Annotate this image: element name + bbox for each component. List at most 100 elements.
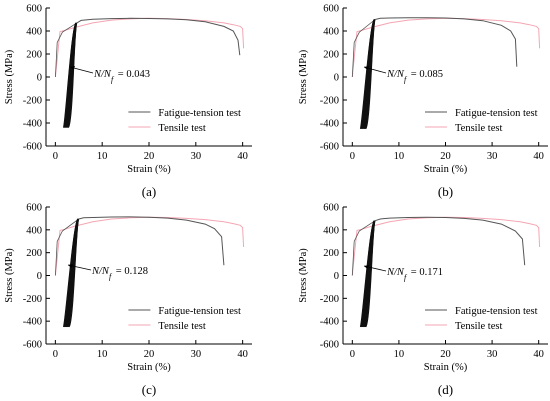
legend-label: Tensile test bbox=[158, 321, 205, 332]
x-tick-label: 30 bbox=[487, 349, 498, 360]
hysteresis-loop bbox=[365, 220, 376, 328]
legend-label: Tensile test bbox=[455, 321, 502, 332]
annotation-subscript: f bbox=[111, 75, 115, 84]
fatigue-loading-ramp bbox=[351, 19, 376, 78]
y-tick-label: -200 bbox=[23, 96, 42, 107]
y-tick-label: -600 bbox=[23, 340, 42, 351]
y-tick-label: 0 bbox=[37, 271, 42, 282]
y-tick-label: 200 bbox=[26, 50, 42, 61]
y-tick-label: -600 bbox=[320, 142, 339, 153]
legend-label: Tensile test bbox=[158, 123, 205, 134]
fatigue-tension-curve bbox=[76, 17, 241, 56]
x-tick-label: 10 bbox=[97, 349, 108, 360]
x-tick-label: 10 bbox=[394, 151, 405, 162]
annotation-subscript: f bbox=[404, 75, 408, 84]
x-tick-label: 10 bbox=[97, 151, 108, 162]
series-line-fatigue-tension-test bbox=[55, 17, 241, 128]
series-line-fatigue-tension-test bbox=[351, 216, 526, 328]
fatigue-tension-curve bbox=[374, 17, 518, 67]
x-tick-label: 20 bbox=[144, 151, 155, 162]
x-tick-label: 30 bbox=[191, 349, 202, 360]
annotation-label: N/Nf = 0.171 bbox=[386, 267, 443, 282]
series-line-fatigue-tension-test bbox=[351, 17, 518, 129]
annotation-value: = 0.128 bbox=[113, 266, 148, 277]
x-tick-label: 40 bbox=[237, 151, 248, 162]
x-tick-label: 20 bbox=[440, 349, 451, 360]
panel-label: (d) bbox=[438, 382, 453, 397]
y-tick-label: -200 bbox=[23, 294, 42, 305]
annotation-arrowhead bbox=[364, 66, 369, 70]
y-tick-label: 400 bbox=[26, 27, 42, 38]
y-tick-label: 200 bbox=[323, 50, 339, 61]
x-tick-label: 0 bbox=[350, 349, 355, 360]
x-tick-label: 40 bbox=[533, 349, 544, 360]
fatigue-tension-curve bbox=[78, 216, 225, 266]
annotation-arrowhead bbox=[70, 66, 75, 70]
annotation-value: = 0.085 bbox=[408, 69, 443, 80]
panel-label: (c) bbox=[142, 382, 156, 397]
x-tick-label: 20 bbox=[440, 151, 451, 162]
legend-label: Fatigue-tension test bbox=[455, 108, 538, 119]
y-tick-label: 0 bbox=[334, 73, 339, 84]
y-tick-label: -400 bbox=[320, 119, 339, 130]
annotation-arrowhead bbox=[68, 264, 73, 268]
series-line-tensile-test bbox=[54, 216, 245, 276]
y-tick-label: -200 bbox=[320, 294, 339, 305]
y-tick-label: -400 bbox=[23, 317, 42, 328]
y-tick-label: -200 bbox=[320, 96, 339, 107]
fatigue-loading-ramp bbox=[55, 218, 80, 276]
annotation-label: N/Nf = 0.043 bbox=[93, 69, 150, 84]
y-tick-label: 200 bbox=[26, 248, 42, 259]
x-tick-label: 40 bbox=[533, 151, 544, 162]
y-tick-label: 400 bbox=[323, 225, 339, 236]
fatigue-loading-ramp bbox=[55, 22, 78, 78]
annotation-subscript: f bbox=[109, 272, 113, 281]
legend-label: Fatigue-tension test bbox=[158, 306, 241, 317]
series-line-tensile-test bbox=[351, 216, 541, 276]
y-axis-label: Stress (MPa) bbox=[298, 49, 309, 104]
y-tick-label: 600 bbox=[26, 203, 42, 214]
y-tick-label: -400 bbox=[23, 119, 42, 130]
x-tick-label: 30 bbox=[191, 151, 202, 162]
series-line-fatigue-tension-test bbox=[55, 216, 225, 328]
y-axis-label: Stress (MPa) bbox=[4, 49, 15, 104]
y-tick-label: 0 bbox=[37, 73, 42, 84]
fatigue-loading-ramp bbox=[351, 220, 376, 276]
annotation-symbol: N/N bbox=[386, 267, 405, 278]
chart-panel-4: -600 -400 -200 0 200 400 600 0 10 20 30 40 Strain (%… bbox=[298, 203, 548, 397]
series-line-tensile-test bbox=[351, 17, 541, 78]
x-tick-label: 10 bbox=[394, 349, 405, 360]
panel-label: (a) bbox=[142, 184, 156, 199]
y-tick-label: 400 bbox=[26, 225, 42, 236]
y-tick-label: 600 bbox=[26, 4, 42, 15]
annotation-value: = 0.171 bbox=[408, 267, 443, 278]
x-axis-label: Strain (%) bbox=[127, 164, 171, 175]
x-tick-label: 0 bbox=[53, 151, 58, 162]
panel-label: (b) bbox=[438, 184, 453, 199]
annotation-symbol: N/N bbox=[386, 69, 405, 80]
annotation-symbol: N/N bbox=[91, 266, 110, 277]
y-axis-label: Stress (MPa) bbox=[298, 248, 309, 303]
y-tick-label: 0 bbox=[334, 271, 339, 282]
x-axis-label: Strain (%) bbox=[424, 164, 468, 175]
chart-panel-1: -600 -400 -200 0 200 400 600 0 10 20 30 40 Strain (%… bbox=[4, 4, 252, 199]
x-axis-label: Strain (%) bbox=[424, 362, 468, 373]
legend-label: Fatigue-tension test bbox=[158, 108, 241, 119]
legend-label: Tensile test bbox=[455, 123, 502, 134]
y-tick-label: -400 bbox=[320, 317, 339, 328]
hysteresis-loop bbox=[68, 22, 78, 128]
fatigue-tension-curve bbox=[374, 216, 526, 266]
x-tick-label: 0 bbox=[53, 349, 58, 360]
annotation-value: = 0.043 bbox=[115, 69, 150, 80]
x-tick-label: 40 bbox=[237, 349, 248, 360]
annotation-label: N/Nf = 0.085 bbox=[386, 69, 443, 84]
legend-label: Fatigue-tension test bbox=[455, 306, 538, 317]
annotation-symbol: N/N bbox=[93, 69, 112, 80]
y-axis-label: Stress (MPa) bbox=[4, 248, 15, 303]
y-tick-label: -600 bbox=[320, 340, 339, 351]
x-tick-label: 0 bbox=[350, 151, 355, 162]
y-tick-label: 600 bbox=[323, 203, 339, 214]
x-tick-label: 30 bbox=[487, 151, 498, 162]
y-tick-label: 600 bbox=[323, 4, 339, 15]
